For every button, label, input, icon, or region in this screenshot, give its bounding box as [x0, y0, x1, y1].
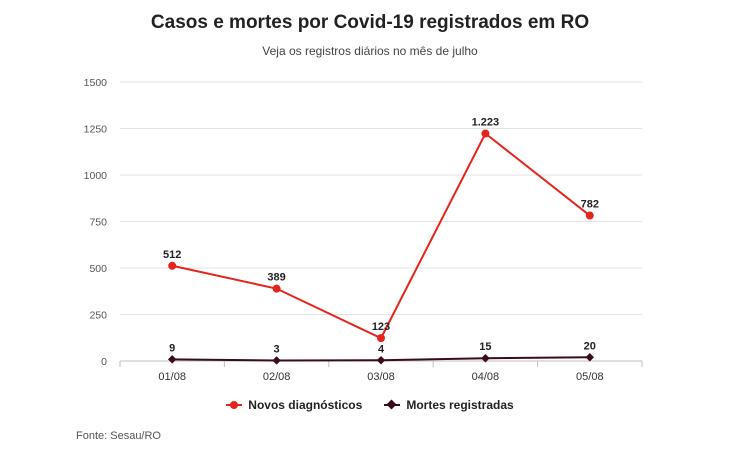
legend-label: Novos diagnósticos [248, 398, 363, 412]
y-tick-label: 1500 [84, 77, 108, 89]
data-point [272, 356, 281, 365]
y-tick-label: 750 [89, 217, 107, 229]
data-label: 512 [163, 249, 181, 261]
y-tick-label: 250 [89, 310, 107, 322]
data-point [376, 356, 386, 365]
legend-swatch-diamond-icon [384, 399, 401, 410]
x-tick-label: 04/08 [472, 371, 500, 383]
legend-label: Mortes registradas [406, 398, 514, 412]
data-point [272, 284, 281, 293]
data-point [168, 261, 177, 270]
data-label: 389 [267, 272, 285, 284]
x-tick-label: 01/08 [158, 371, 186, 383]
chart-title: Casos e mortes por Covid-19 registrados … [150, 12, 590, 33]
chart-legend: Novos diagnósticos Mortes registradas [0, 398, 740, 412]
x-tick-label: 05/08 [576, 371, 604, 383]
legend-item-novos-diagnosticos[interactable]: Novos diagnósticos [226, 398, 362, 412]
chart-subtitle: Veja os registros diários no mês de julh… [262, 44, 478, 58]
data-label: 15 [479, 341, 491, 353]
data-label: 3 [274, 343, 280, 355]
x-tick-label: 03/08 [367, 371, 395, 383]
data-point [167, 355, 177, 364]
data-point [585, 353, 595, 362]
data-point [481, 353, 490, 363]
data-label: 1.223 [472, 117, 500, 129]
data-label: 782 [581, 199, 599, 211]
y-tick-label: 1000 [84, 170, 108, 182]
data-point [585, 211, 594, 220]
y-tick-label: 500 [89, 263, 107, 275]
data-point [481, 129, 490, 138]
data-label: 20 [584, 340, 596, 352]
y-tick-label: 0 [101, 356, 107, 368]
data-label: 9 [169, 342, 175, 354]
data-label: 123 [372, 321, 390, 333]
y-tick-label: 1250 [84, 124, 108, 136]
legend-item-mortes-registradas[interactable]: Mortes registradas [384, 398, 514, 412]
x-tick-label: 02/08 [263, 371, 291, 383]
series-line [171, 131, 591, 340]
data-point [377, 334, 385, 343]
legend-swatch-circle-icon [226, 400, 243, 410]
chart-source: Fonte: Sesau/RO [76, 430, 161, 442]
data-label: 4 [378, 343, 385, 355]
